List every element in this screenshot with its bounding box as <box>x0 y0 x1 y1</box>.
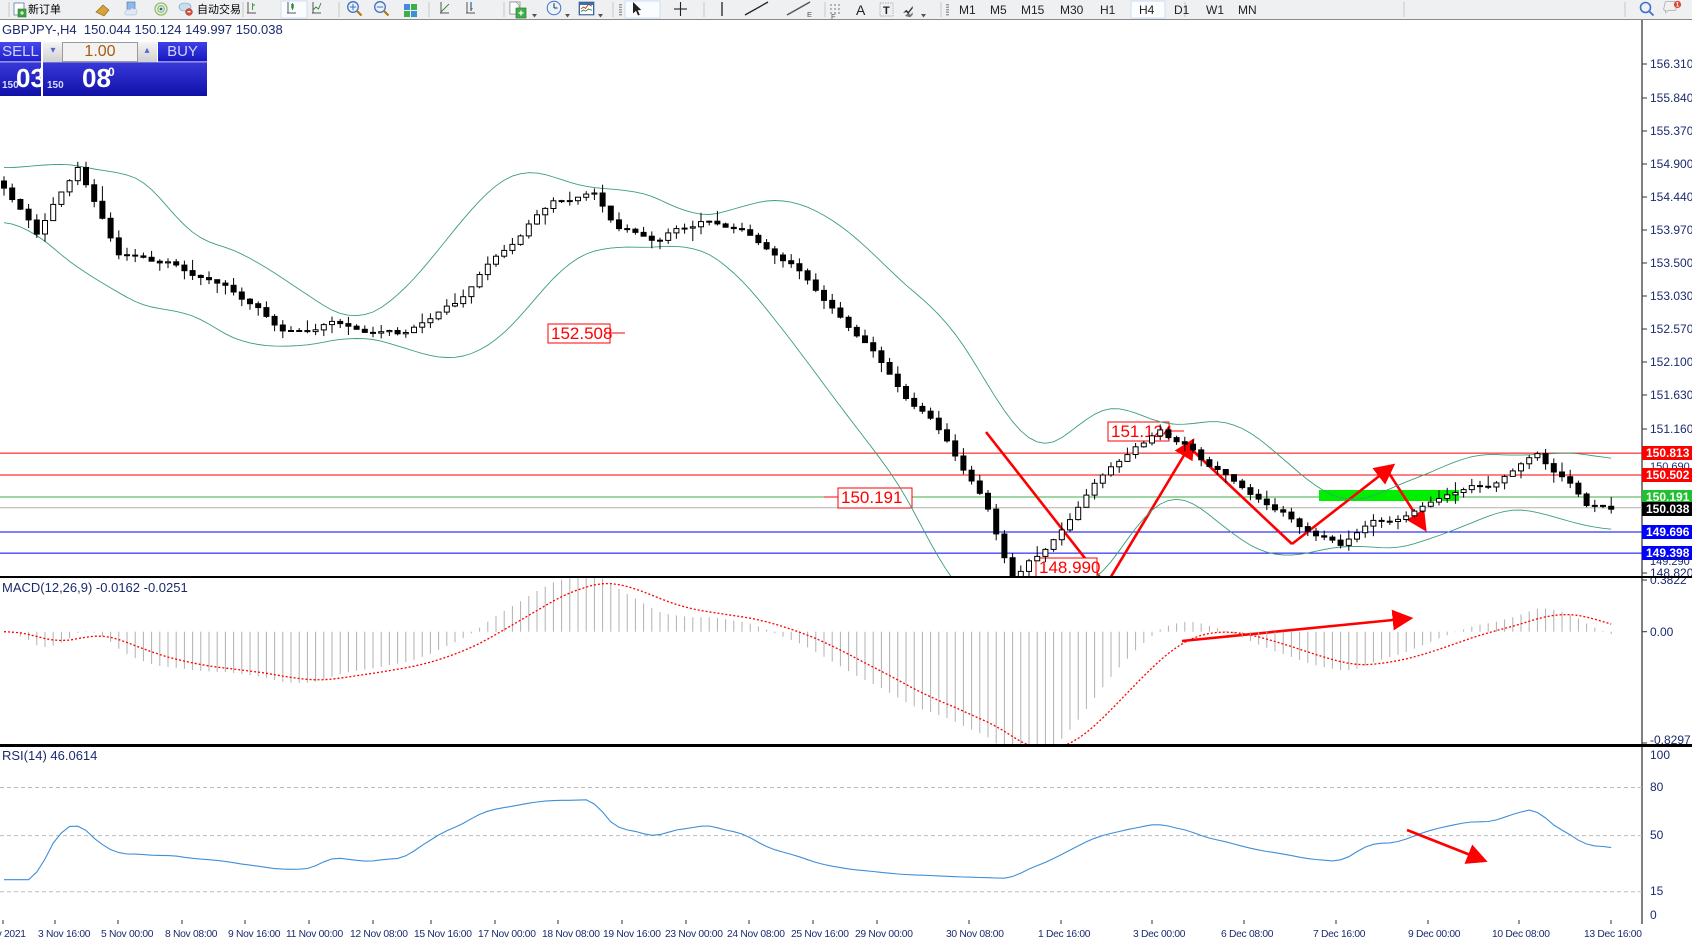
svg-text:50: 50 <box>1650 828 1664 842</box>
svg-text:W1: W1 <box>1206 3 1224 17</box>
svg-text:152.100: 152.100 <box>1650 355 1692 369</box>
svg-text:100: 100 <box>1650 748 1670 762</box>
svg-text:151.160: 151.160 <box>1650 422 1692 436</box>
svg-text:18 Nov 08:00: 18 Nov 08:00 <box>542 929 600 940</box>
svg-text:153.030: 153.030 <box>1650 289 1692 303</box>
svg-text:8 Nov 08:00: 8 Nov 08:00 <box>165 929 218 940</box>
svg-text:自动交易: 自动交易 <box>197 2 241 16</box>
svg-text:3 Dec 00:00: 3 Dec 00:00 <box>1133 929 1186 940</box>
svg-text:3 Nov 16:00: 3 Nov 16:00 <box>38 929 91 940</box>
svg-text:15 Nov 16:00: 15 Nov 16:00 <box>414 929 472 940</box>
svg-text:149.290: 149.290 <box>1650 556 1690 568</box>
svg-text:10 Dec 08:00: 10 Dec 08:00 <box>1492 929 1550 940</box>
svg-text:150.038: 150.038 <box>1646 502 1690 516</box>
svg-text:149.696: 149.696 <box>1646 525 1690 539</box>
svg-text:1 Dec 16:00: 1 Dec 16:00 <box>1038 929 1091 940</box>
svg-text:M1: M1 <box>959 3 976 17</box>
svg-text:新订单: 新订单 <box>28 2 61 16</box>
svg-text:9 Nov 16:00: 9 Nov 16:00 <box>228 929 281 940</box>
svg-text:F: F <box>831 12 836 20</box>
svg-text:0.00: 0.00 <box>1650 625 1674 639</box>
svg-text:H1: H1 <box>1100 3 1116 17</box>
svg-text:7 Dec 16:00: 7 Dec 16:00 <box>1313 929 1366 940</box>
svg-text:154.900: 154.900 <box>1650 157 1692 171</box>
svg-text:151.124: 151.124 <box>1111 422 1172 441</box>
svg-text:17 Nov 00:00: 17 Nov 00:00 <box>478 929 536 940</box>
svg-text:Nov 2021: Nov 2021 <box>0 929 26 940</box>
svg-text:6 Dec 08:00: 6 Dec 08:00 <box>1221 929 1274 940</box>
svg-text:M15: M15 <box>1021 3 1045 17</box>
svg-text:152.570: 152.570 <box>1650 322 1692 336</box>
svg-text:155.840: 155.840 <box>1650 91 1692 105</box>
svg-text:153.500: 153.500 <box>1650 256 1692 270</box>
svg-text:154.440: 154.440 <box>1650 190 1692 204</box>
svg-text:155.370: 155.370 <box>1650 124 1692 138</box>
svg-text:0: 0 <box>1650 908 1657 922</box>
svg-text:15: 15 <box>1650 884 1664 898</box>
svg-text:156.310: 156.310 <box>1650 57 1692 71</box>
svg-text:150.502: 150.502 <box>1646 468 1690 482</box>
svg-text:M30: M30 <box>1060 3 1084 17</box>
svg-text:MN: MN <box>1238 3 1257 17</box>
svg-text:25 Nov 16:00: 25 Nov 16:00 <box>791 929 849 940</box>
svg-text:A: A <box>856 2 866 18</box>
svg-text:29 Nov 00:00: 29 Nov 00:00 <box>855 929 913 940</box>
svg-text:E: E <box>807 10 812 19</box>
svg-text:150.813: 150.813 <box>1646 446 1690 460</box>
svg-text:9 Dec 00:00: 9 Dec 00:00 <box>1408 929 1461 940</box>
svg-text:1: 1 <box>1676 1 1680 8</box>
svg-text:M5: M5 <box>990 3 1007 17</box>
svg-text:H4: H4 <box>1139 3 1155 17</box>
svg-text:151.630: 151.630 <box>1650 388 1692 402</box>
svg-text:5 Nov 00:00: 5 Nov 00:00 <box>101 929 154 940</box>
svg-text:11 Nov 00:00: 11 Nov 00:00 <box>286 929 343 940</box>
svg-text:D1: D1 <box>1174 3 1190 17</box>
svg-text:0.3822: 0.3822 <box>1650 578 1687 587</box>
svg-text:24 Nov 08:00: 24 Nov 08:00 <box>727 929 785 940</box>
svg-text:150.191: 150.191 <box>841 488 902 507</box>
svg-text:13 Dec 16:00: 13 Dec 16:00 <box>1584 929 1642 940</box>
svg-text:19 Nov 16:00: 19 Nov 16:00 <box>603 929 661 940</box>
svg-text:80: 80 <box>1650 780 1664 794</box>
svg-text:148.990: 148.990 <box>1039 558 1100 577</box>
svg-text:152.508: 152.508 <box>551 324 612 343</box>
svg-text:30 Nov 08:00: 30 Nov 08:00 <box>946 929 1004 940</box>
svg-text:-0.8297: -0.8297 <box>1650 733 1691 746</box>
svg-text:23 Nov 00:00: 23 Nov 00:00 <box>665 929 723 940</box>
svg-text:153.970: 153.970 <box>1650 223 1692 237</box>
svg-text:12 Nov 08:00: 12 Nov 08:00 <box>350 929 408 940</box>
svg-text:T: T <box>883 5 890 17</box>
